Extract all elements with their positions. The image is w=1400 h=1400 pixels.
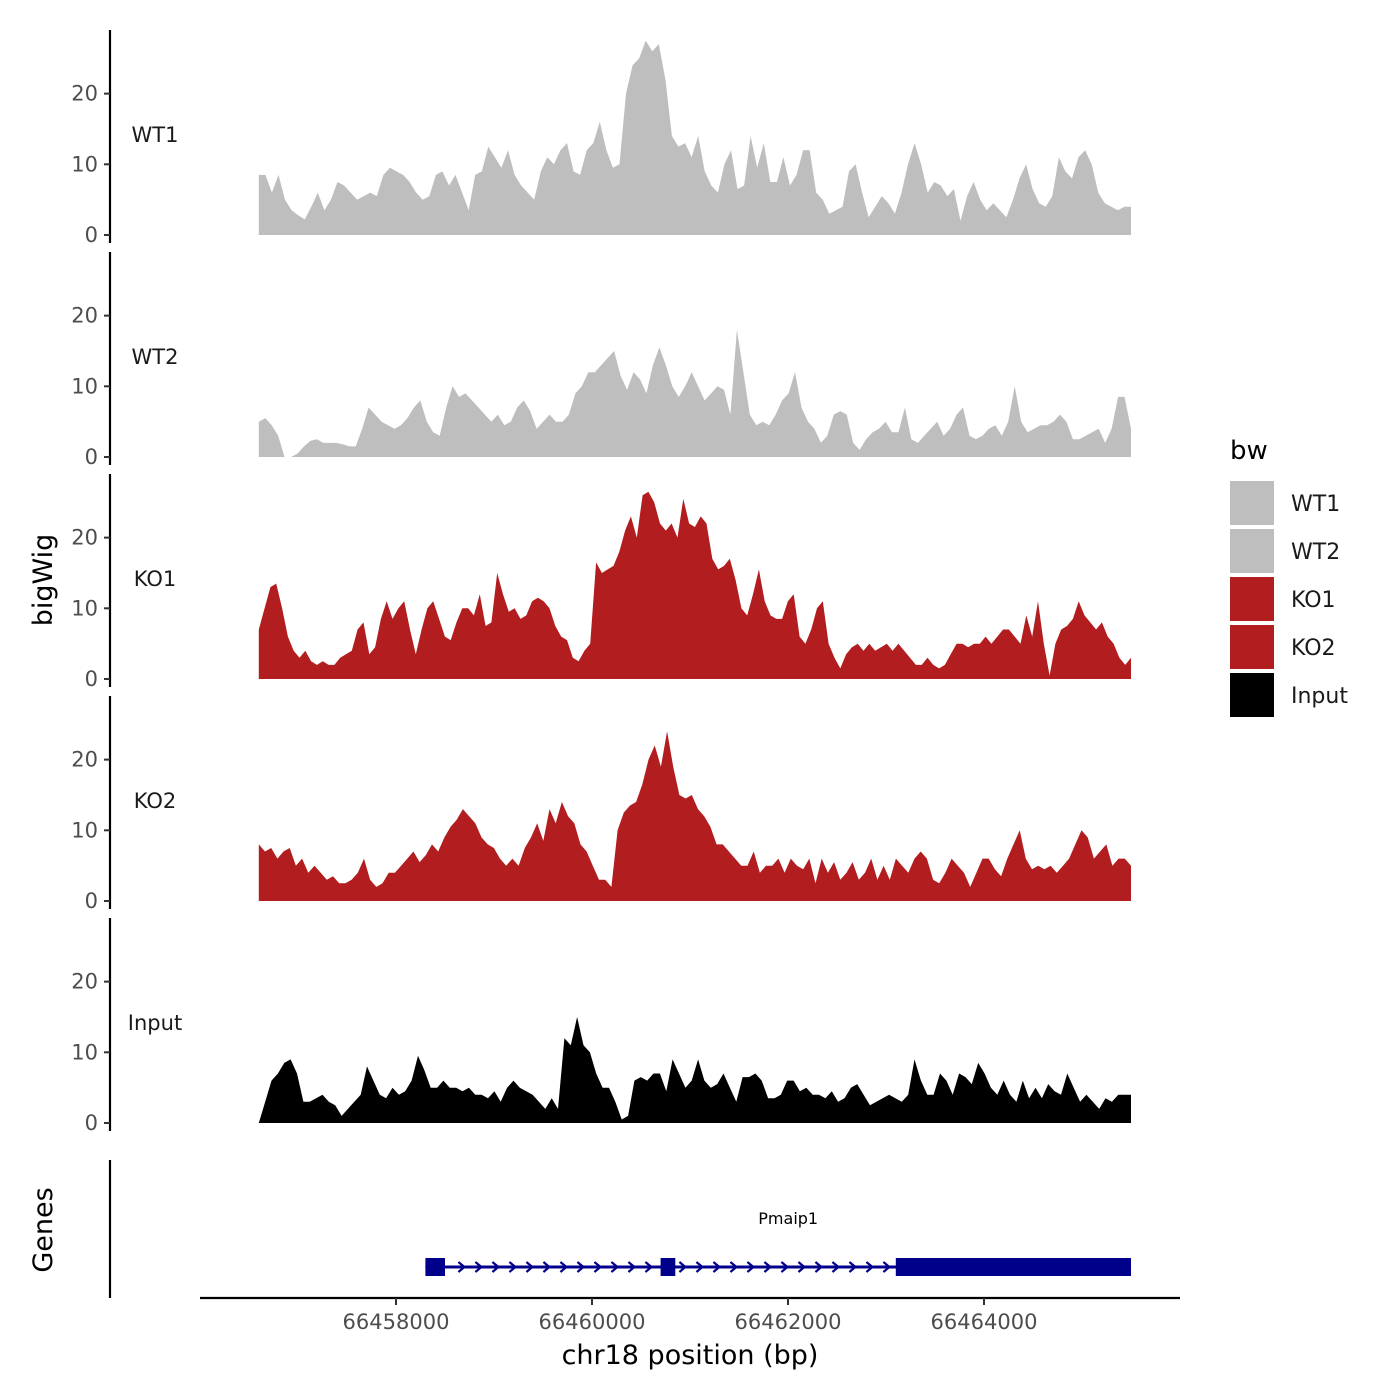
legend-swatch-ko1 [1230, 577, 1274, 621]
strand-arrow [542, 1261, 552, 1273]
legend-title: bw [1230, 436, 1268, 466]
strand-arrow [695, 1261, 705, 1273]
track-ko2: 0 10 20 KO2 [71, 696, 1131, 913]
legend-swatch-wt1 [1230, 481, 1274, 525]
strand-arrow [678, 1261, 688, 1273]
strand-arrow [729, 1261, 739, 1273]
y-tick-label-input-10: 10 [71, 1040, 98, 1064]
x-axis-title: chr18 position (bp) [562, 1340, 819, 1371]
legend-swatch-ko2 [1230, 625, 1274, 669]
y-tick-label-ko2-20: 20 [71, 748, 98, 772]
track-label-ko1: KO1 [134, 567, 177, 591]
track-label-wt1: WT1 [132, 123, 179, 147]
track-label-input: Input [128, 1011, 182, 1035]
y-tick-label-wt1-20: 20 [71, 82, 98, 106]
strand-arrow [508, 1261, 518, 1273]
x-tick-label-66464000: 66464000 [931, 1310, 1038, 1334]
track-input: 0 10 20 Input [71, 918, 1131, 1135]
x-tick-label-66462000: 66462000 [735, 1310, 842, 1334]
y-tick-label-ko1-10: 10 [71, 596, 98, 620]
track-panels: 0 10 20 WT1 0 10 20 WT2 0 10 20 KO1 0 10 20 KO2 0 10 20 Inp… [71, 30, 1131, 1135]
strand-arrow [831, 1261, 841, 1273]
x-tick-label-66458000: 66458000 [343, 1310, 450, 1334]
signal-area-input [258, 1017, 1131, 1123]
track-ko1: 0 10 20 KO1 [71, 474, 1131, 691]
x-tick-label-66460000: 66460000 [539, 1310, 646, 1334]
legend-label-input: Input [1291, 684, 1348, 709]
track-wt1: 0 10 20 WT1 [71, 30, 1131, 247]
legend-label-ko2: KO2 [1291, 636, 1336, 661]
strand-arrow [593, 1261, 603, 1273]
legend-swatch-wt2 [1230, 529, 1274, 573]
strand-arrow [865, 1261, 875, 1273]
signal-area-ko1 [258, 491, 1131, 679]
signal-area-wt1 [258, 40, 1131, 235]
gene-track-panel: Pmaip1 [108, 1160, 1131, 1298]
y-tick-label-wt1-0: 0 [85, 223, 98, 247]
legend: bw WT1 WT2 KO1 KO2 Input [1230, 436, 1348, 717]
legend-label-wt2: WT2 [1291, 540, 1340, 565]
track-label-ko2: KO2 [134, 789, 177, 813]
strand-arrow [559, 1261, 569, 1273]
legend-label-ko1: KO1 [1291, 588, 1336, 613]
strand-arrow [763, 1261, 773, 1273]
exon-1 [425, 1258, 445, 1276]
strand-arrow [457, 1261, 467, 1273]
signal-area-wt2 [258, 329, 1131, 457]
strand-arrow [576, 1261, 586, 1273]
y-tick-label-wt2-20: 20 [71, 304, 98, 328]
y-tick-label-input-0: 0 [85, 1111, 98, 1135]
strand-arrow [746, 1261, 756, 1273]
legend-label-wt1: WT1 [1291, 492, 1340, 517]
gene-name-label: Pmaip1 [758, 1209, 818, 1228]
legend-swatch-input [1230, 673, 1274, 717]
signal-area-ko2 [258, 731, 1131, 901]
strand-arrow [525, 1261, 535, 1273]
strand-arrow [848, 1261, 858, 1273]
y-axis-title: bigWig [28, 534, 59, 627]
y-tick-label-ko1-0: 0 [85, 667, 98, 691]
strand-arrow [627, 1261, 637, 1273]
track-label-wt2: WT2 [132, 345, 179, 369]
strand-arrow [474, 1261, 484, 1273]
strand-arrow [882, 1261, 892, 1273]
y-tick-label-wt2-0: 0 [85, 445, 98, 469]
track-wt2: 0 10 20 WT2 [71, 252, 1131, 469]
y-tick-label-ko2-0: 0 [85, 889, 98, 913]
strand-arrow [610, 1261, 620, 1273]
strand-arrow [814, 1261, 824, 1273]
strand-arrow [712, 1261, 722, 1273]
exon-3 [895, 1258, 1131, 1276]
strand-arrow [780, 1261, 790, 1273]
y-tick-label-input-20: 20 [71, 970, 98, 994]
y-tick-label-ko1-20: 20 [71, 526, 98, 550]
y-tick-label-wt1-10: 10 [71, 152, 98, 176]
exon-2 [660, 1258, 676, 1276]
strand-arrow [491, 1261, 501, 1273]
y-tick-label-wt2-10: 10 [71, 374, 98, 398]
x-axis: 66458000 66460000 66462000 66464000 [200, 1296, 1180, 1334]
genes-axis-title: Genes [28, 1187, 59, 1272]
strand-arrow [797, 1261, 807, 1273]
y-tick-label-ko2-10: 10 [71, 818, 98, 842]
strand-arrow [644, 1261, 654, 1273]
